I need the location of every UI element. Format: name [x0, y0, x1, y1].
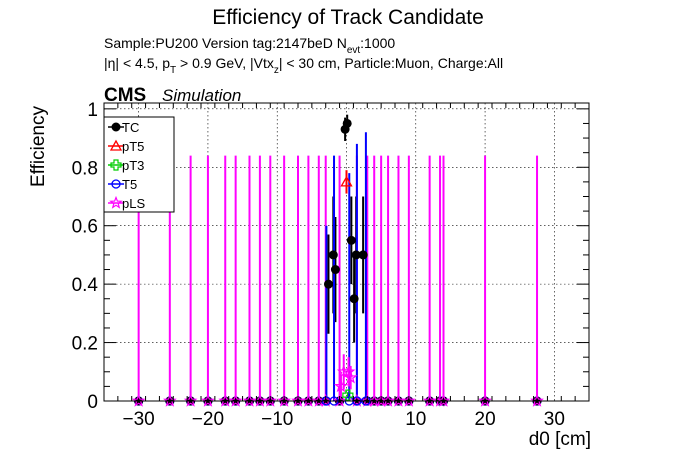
cms-label: CMS — [104, 85, 146, 106]
tick-labels: −30 −20 −10 0 10 20 30 0 0.2 0.4 0.6 0.8 1 — [72, 100, 565, 430]
legend-marker-t5 — [111, 179, 121, 189]
y-tick-label: 0 — [87, 392, 98, 413]
pls-marker — [131, 393, 146, 407]
tc-marker — [330, 265, 340, 275]
cuts-part1: |η| < 4.5, p — [104, 55, 170, 71]
legend-marker-pt3 — [110, 159, 122, 171]
simulation-label: Simulation — [162, 86, 241, 105]
x-tick-label: 30 — [544, 409, 565, 430]
cuts-sub1: T — [170, 65, 176, 76]
pls-marker — [162, 393, 177, 407]
pls-marker — [332, 393, 347, 407]
x-tick-label: −30 — [123, 409, 155, 430]
pls-marker — [422, 393, 437, 407]
grid-lines — [104, 103, 589, 402]
x-tick-label: −10 — [261, 409, 293, 430]
tc-marker — [346, 235, 356, 245]
legend-label-pt5: pT5 — [122, 139, 144, 154]
pt5-marker — [340, 175, 353, 187]
tc-marker — [323, 279, 333, 289]
pls-marker — [341, 364, 356, 378]
y-tick-label: 1 — [87, 100, 98, 121]
data-markers — [131, 118, 544, 407]
pls-marker — [277, 393, 292, 407]
pls-marker — [334, 379, 348, 393]
chart-title: Efficiency of Track Candidate — [212, 6, 484, 29]
pls-marker — [401, 393, 416, 407]
tc-marker — [349, 294, 359, 304]
cuts-part3: | < 30 cm, Particle:Muon, Charge:All — [279, 55, 503, 71]
pls-marker — [343, 370, 358, 384]
pls-marker — [228, 393, 243, 407]
plot-frame — [103, 102, 590, 402]
legend-marker-tc — [111, 122, 121, 132]
x-tick-label: −20 — [192, 409, 224, 430]
x-tick-label: 20 — [475, 409, 496, 430]
y-tick-label: 0.6 — [72, 217, 98, 238]
y-tick-label: 0.4 — [72, 275, 99, 296]
legend-marker-pt5 — [109, 139, 123, 151]
pls-marker — [263, 393, 278, 407]
error-bars — [137, 114, 539, 401]
pls-marker — [436, 393, 451, 407]
legend: TC pT5 pT3 T5 pLS — [103, 116, 175, 213]
sample-text: Sample:PU200 Version tag:2147beD N — [104, 35, 347, 51]
y-tick-label: 0.8 — [72, 158, 98, 179]
tc-marker — [358, 250, 368, 260]
tc-marker — [342, 118, 352, 128]
legend-label-pls: pLS — [122, 196, 145, 211]
y-axis-label: Efficiency — [28, 106, 49, 187]
legend-label-pt3: pT3 — [122, 158, 144, 173]
legend-label-tc: TC — [122, 120, 139, 135]
nevt-sub: evt — [347, 45, 361, 56]
pls-marker — [291, 393, 305, 407]
cuts-sub2: z — [274, 65, 279, 76]
pls-marker — [242, 393, 257, 407]
x-axis-label: d0 [cm] — [529, 429, 591, 450]
pt3-marker — [342, 389, 354, 401]
cuts-part2: > 0.9 GeV, |Vtx — [176, 55, 274, 71]
pls-marker — [478, 393, 492, 407]
sample-info: Sample:PU200 Version tag:2147beD Nevt:10… — [104, 35, 395, 56]
cuts-info: |η| < 4.5, pT > 0.9 GeV, |Vtxz| < 30 cm,… — [104, 55, 503, 76]
x-tick-label: 10 — [405, 409, 426, 430]
y-tick-label: 0.2 — [72, 334, 98, 355]
x-tick-label: 0 — [341, 409, 352, 430]
nevt-value: :1000 — [360, 35, 395, 51]
legend-marker-pls — [109, 195, 123, 209]
pls-marker — [381, 393, 395, 407]
legend-label-t5: T5 — [122, 177, 137, 192]
tc-marker — [328, 250, 338, 260]
pls-marker — [201, 393, 215, 407]
